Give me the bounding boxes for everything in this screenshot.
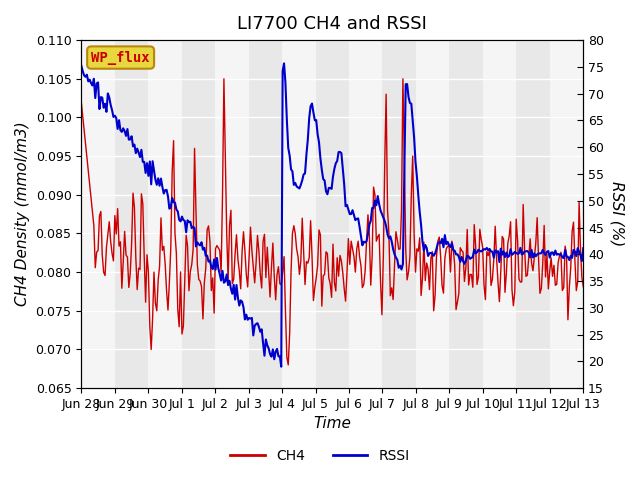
- X-axis label: Time: Time: [314, 417, 351, 432]
- Bar: [349, 40, 383, 388]
- Bar: [516, 40, 550, 388]
- Bar: [81, 40, 115, 388]
- Bar: [182, 40, 215, 388]
- Y-axis label: CH4 Density (mmol/m3): CH4 Density (mmol/m3): [15, 122, 30, 307]
- Title: LI7700 CH4 and RSSI: LI7700 CH4 and RSSI: [237, 15, 428, 33]
- Bar: [115, 40, 148, 388]
- Bar: [483, 40, 516, 388]
- Bar: [550, 40, 583, 388]
- Bar: [248, 40, 282, 388]
- Bar: [215, 40, 248, 388]
- Bar: [416, 40, 449, 388]
- Y-axis label: RSSI (%): RSSI (%): [610, 181, 625, 247]
- Bar: [383, 40, 416, 388]
- Bar: [316, 40, 349, 388]
- Legend: CH4, RSSI: CH4, RSSI: [225, 443, 415, 468]
- Bar: [449, 40, 483, 388]
- Bar: [148, 40, 182, 388]
- Bar: [282, 40, 316, 388]
- Text: WP_flux: WP_flux: [92, 50, 150, 64]
